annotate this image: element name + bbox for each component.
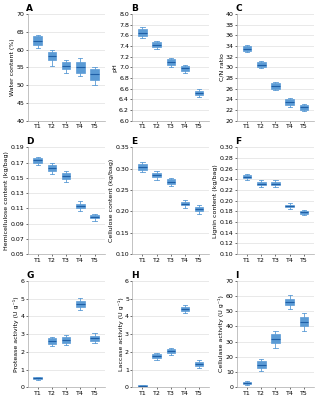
PathPatch shape [48, 338, 56, 344]
Y-axis label: Protease activity (U g⁻¹): Protease activity (U g⁻¹) [13, 296, 19, 372]
Y-axis label: Cellulose content (kg/bag): Cellulose content (kg/bag) [109, 159, 114, 242]
PathPatch shape [138, 29, 147, 36]
PathPatch shape [48, 52, 56, 60]
PathPatch shape [257, 362, 266, 368]
PathPatch shape [138, 164, 147, 170]
PathPatch shape [286, 299, 294, 305]
PathPatch shape [257, 62, 266, 67]
PathPatch shape [195, 207, 204, 211]
PathPatch shape [76, 204, 85, 208]
PathPatch shape [257, 182, 266, 185]
Text: D: D [26, 137, 34, 146]
PathPatch shape [243, 46, 251, 51]
Y-axis label: Hemicellulose content (kg/bag): Hemicellulose content (kg/bag) [4, 151, 9, 250]
PathPatch shape [33, 36, 42, 45]
PathPatch shape [152, 42, 161, 47]
Y-axis label: Cellulase activity (U g⁻¹): Cellulase activity (U g⁻¹) [218, 296, 224, 372]
PathPatch shape [195, 362, 204, 366]
Y-axis label: Water content (%): Water content (%) [10, 38, 15, 96]
Y-axis label: pH: pH [113, 63, 118, 72]
PathPatch shape [152, 354, 161, 358]
PathPatch shape [181, 202, 189, 206]
Text: B: B [131, 4, 138, 13]
Text: E: E [131, 137, 137, 146]
Text: F: F [236, 137, 242, 146]
PathPatch shape [48, 165, 56, 171]
PathPatch shape [243, 175, 251, 178]
PathPatch shape [300, 317, 308, 326]
PathPatch shape [90, 215, 99, 218]
PathPatch shape [181, 307, 189, 310]
PathPatch shape [90, 336, 99, 341]
PathPatch shape [167, 59, 175, 65]
PathPatch shape [271, 83, 280, 89]
PathPatch shape [243, 382, 251, 384]
PathPatch shape [76, 301, 85, 306]
Text: I: I [236, 271, 239, 280]
PathPatch shape [300, 211, 308, 214]
PathPatch shape [90, 69, 99, 80]
Y-axis label: Lignin content (kg/bag): Lignin content (kg/bag) [213, 164, 218, 238]
PathPatch shape [181, 66, 189, 70]
Text: G: G [26, 271, 34, 280]
PathPatch shape [62, 62, 70, 69]
PathPatch shape [271, 182, 280, 185]
Y-axis label: C/N ratio: C/N ratio [219, 54, 224, 81]
PathPatch shape [286, 99, 294, 105]
PathPatch shape [33, 377, 42, 379]
PathPatch shape [286, 205, 294, 207]
PathPatch shape [62, 337, 70, 342]
PathPatch shape [300, 105, 308, 110]
PathPatch shape [195, 91, 204, 95]
PathPatch shape [152, 173, 161, 177]
PathPatch shape [167, 349, 175, 353]
Text: A: A [26, 4, 33, 13]
PathPatch shape [33, 158, 42, 163]
PathPatch shape [167, 179, 175, 184]
Y-axis label: Laccase activity (U g⁻¹): Laccase activity (U g⁻¹) [118, 297, 124, 371]
PathPatch shape [76, 62, 85, 73]
PathPatch shape [271, 334, 280, 343]
Text: H: H [131, 271, 139, 280]
Text: C: C [236, 4, 242, 13]
PathPatch shape [138, 385, 147, 386]
PathPatch shape [62, 173, 70, 179]
